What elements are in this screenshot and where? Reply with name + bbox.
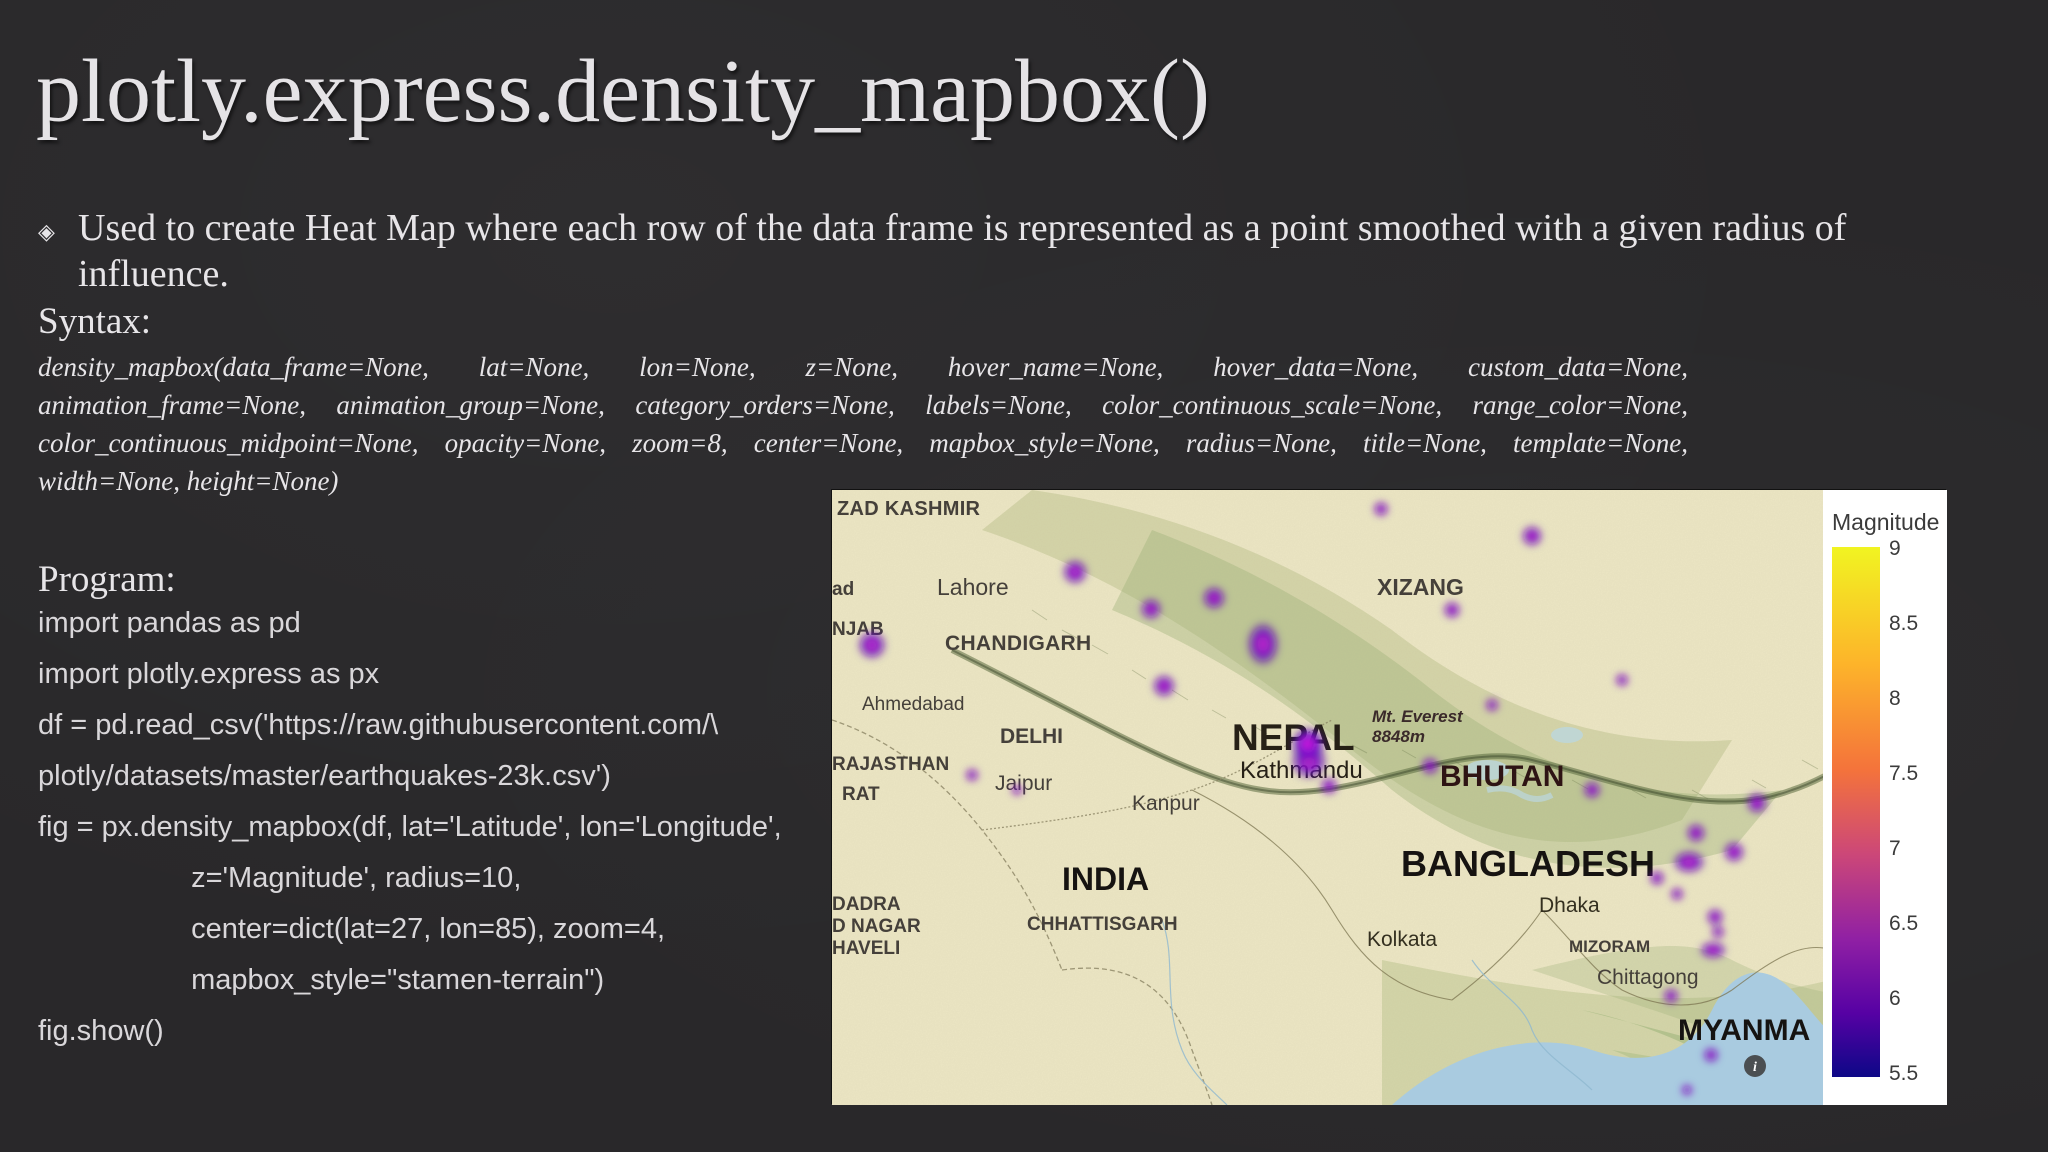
- svg-text:ad: ad: [832, 579, 854, 600]
- svg-text:7: 7: [1889, 837, 1901, 860]
- svg-text:CHANDIGARH: CHANDIGARH: [945, 632, 1092, 655]
- svg-text:ZAD KASHMIR: ZAD KASHMIR: [837, 498, 981, 520]
- svg-text:8: 8: [1889, 687, 1901, 710]
- svg-text:9: 9: [1889, 537, 1901, 560]
- svg-text:BHUTAN: BHUTAN: [1440, 760, 1564, 793]
- svg-text:Chittagong: Chittagong: [1597, 966, 1699, 989]
- svg-text:MIZORAM: MIZORAM: [1569, 937, 1650, 956]
- svg-text:CHHATTISGARH: CHHATTISGARH: [1027, 914, 1178, 935]
- svg-text:Kanpur: Kanpur: [1132, 792, 1200, 815]
- svg-text:8.5: 8.5: [1889, 612, 1918, 635]
- svg-text:RAT: RAT: [842, 784, 880, 805]
- svg-text:D NAGAR: D NAGAR: [832, 916, 921, 937]
- svg-text:MYANMA: MYANMA: [1678, 1014, 1810, 1047]
- svg-text:Jaipur: Jaipur: [995, 772, 1052, 795]
- svg-text:i: i: [1753, 1060, 1757, 1075]
- svg-text:DADRA: DADRA: [832, 894, 901, 915]
- svg-text:6: 6: [1889, 987, 1901, 1010]
- svg-text:8848m: 8848m: [1372, 727, 1425, 746]
- svg-text:BANGLADESH: BANGLADESH: [1401, 843, 1655, 884]
- svg-text:DELHI: DELHI: [1000, 725, 1063, 748]
- svg-text:HAVELI: HAVELI: [832, 938, 900, 959]
- svg-text:Lahore: Lahore: [937, 574, 1009, 600]
- svg-text:6.5: 6.5: [1889, 912, 1918, 935]
- svg-text:Dhaka: Dhaka: [1539, 894, 1600, 917]
- svg-text:XIZANG: XIZANG: [1377, 574, 1464, 600]
- svg-text:5.5: 5.5: [1889, 1062, 1918, 1085]
- svg-text:Ahmedabad: Ahmedabad: [862, 694, 964, 715]
- svg-text:Mt. Everest: Mt. Everest: [1372, 707, 1464, 726]
- svg-text:Kolkata: Kolkata: [1367, 928, 1437, 951]
- svg-text:7.5: 7.5: [1889, 762, 1918, 785]
- svg-text:Magnitude: Magnitude: [1832, 509, 1939, 535]
- svg-text:INDIA: INDIA: [1062, 861, 1149, 897]
- svg-text:RAJASTHAN: RAJASTHAN: [832, 754, 949, 775]
